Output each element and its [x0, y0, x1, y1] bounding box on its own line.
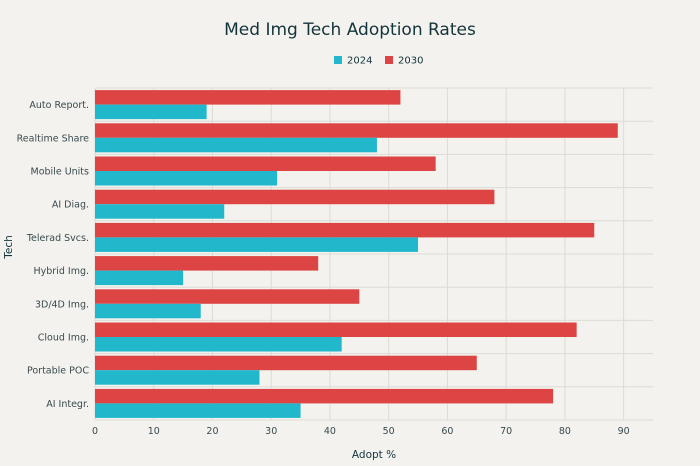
bar-2030 — [95, 256, 319, 271]
bars — [95, 90, 618, 418]
bar-2030 — [95, 322, 577, 337]
bar-2030 — [95, 222, 595, 238]
y-tick-label: AI Diag. — [52, 200, 89, 211]
bar-2024 — [95, 171, 278, 186]
bar-2024 — [95, 303, 201, 319]
x-tick-label: 40 — [324, 426, 336, 437]
y-tick-label: AI Integr. — [46, 399, 89, 410]
y-tick-label: Realtime Share — [17, 133, 90, 144]
x-tick-label: 20 — [206, 426, 218, 437]
y-tick-label: Telerad Svcs. — [26, 233, 89, 244]
x-axis-title: Adopt % — [352, 449, 396, 461]
bar-2030 — [95, 123, 618, 138]
x-tick-label: 90 — [618, 426, 630, 437]
bar-2030 — [95, 90, 401, 105]
bar-2024 — [95, 237, 419, 252]
y-tick-label: Portable POC — [27, 366, 89, 377]
legend-swatch-2030 — [385, 56, 393, 64]
bar-2024 — [95, 270, 184, 286]
y-tick-label: 3D/4D Img. — [35, 299, 89, 310]
bar-2024 — [95, 370, 260, 385]
bar-2030 — [95, 388, 554, 404]
legend: 2024 2030 — [334, 56, 423, 67]
bar-2030 — [95, 156, 436, 171]
bar-2030 — [95, 289, 360, 304]
bar-2024 — [95, 137, 377, 153]
legend-swatch-2024 — [334, 56, 342, 64]
x-tick-label: 30 — [265, 426, 277, 437]
x-tick-label: 60 — [441, 426, 453, 437]
bar-2024 — [95, 337, 342, 352]
legend-label-2030: 2030 — [398, 56, 423, 67]
legend-label-2024: 2024 — [347, 56, 372, 67]
x-tick-label: 50 — [383, 426, 395, 437]
y-axis-title: Tech — [3, 235, 15, 260]
bar-2024 — [95, 104, 207, 120]
x-tick-label: 0 — [92, 426, 98, 437]
y-tick-label: Mobile Units — [31, 167, 90, 178]
gridlines — [94, 87, 653, 421]
x-tick-label: 10 — [148, 426, 160, 437]
bar-2024 — [95, 403, 301, 418]
bar-2030 — [95, 189, 495, 205]
y-axis-ticks: Auto Report. Realtime Share Mobile Units AI… — [17, 100, 90, 410]
y-tick-label: Auto Report. — [29, 100, 89, 111]
x-tick-label: 80 — [559, 426, 571, 437]
chart-title: Med Img Tech Adoption Rates — [224, 20, 476, 40]
bar-2024 — [95, 204, 225, 219]
y-tick-label: Hybrid Img. — [34, 266, 90, 277]
bar-2030 — [95, 355, 477, 371]
y-tick-label: Cloud Img. — [38, 333, 89, 344]
x-axis-ticks: 0 10 20 30 40 50 60 70 80 90 — [92, 426, 630, 437]
x-tick-label: 70 — [500, 426, 512, 437]
